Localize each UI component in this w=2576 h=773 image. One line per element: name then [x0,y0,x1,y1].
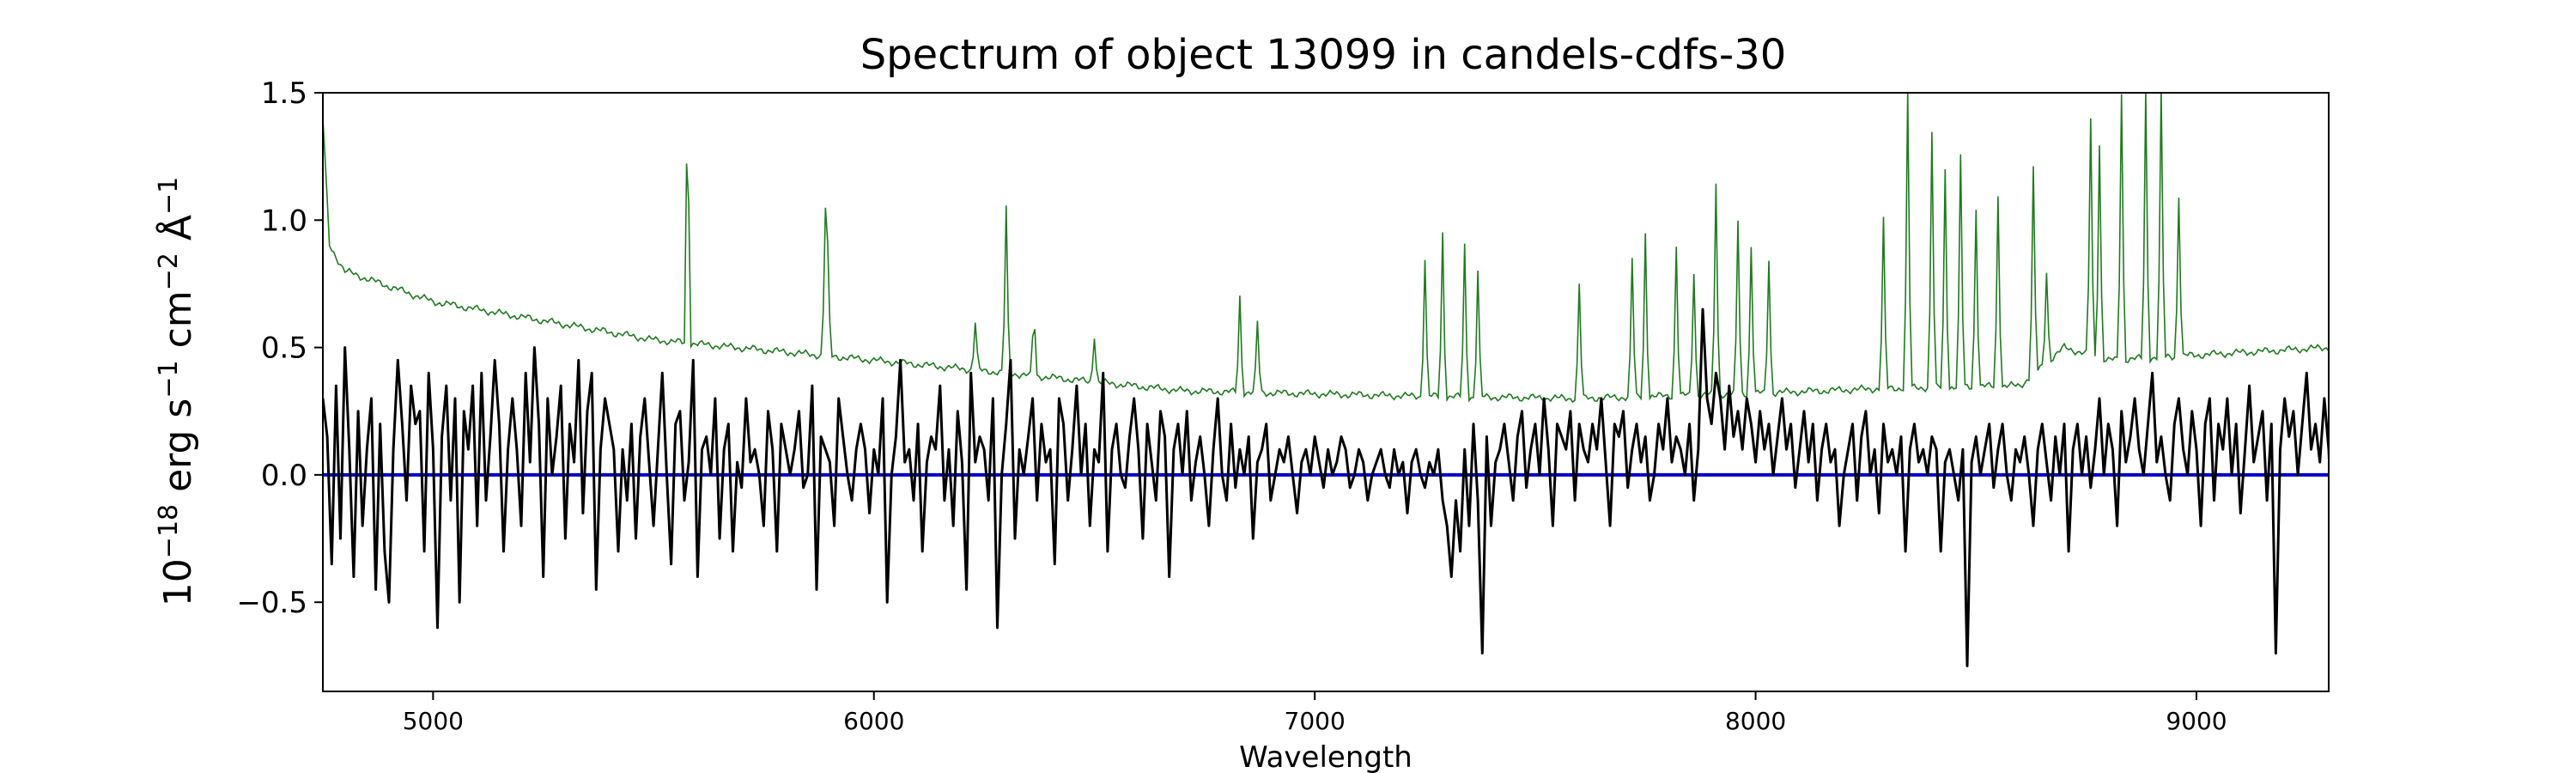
x-tick-label: 7000 [1285,707,1346,735]
y-axis-ticks: −0.5 0.0 0.5 1.0 1.5 [236,76,323,620]
y-axis-label: 10−18 erg s−1 cm−2 Å−1 [154,177,200,606]
chart-title: Spectrum of object 13099 in candels-cdfs… [860,31,1787,79]
x-axis-label: Wavelength [1239,740,1413,773]
plot-frame [322,92,2330,692]
plot-area [323,93,2329,667]
y-tick-label: 0.0 [261,459,307,493]
y-tick-label: 0.5 [261,332,307,366]
x-axis-ticks: 5000 6000 7000 8000 9000 [403,691,2227,735]
y-tick-label: 1.5 [261,76,307,111]
y-tick-label: 1.0 [261,204,307,238]
x-tick-label: 5000 [403,707,464,735]
x-tick-label: 9000 [2166,707,2227,735]
x-tick-label: 8000 [1725,707,1786,735]
y-tick-label: −0.5 [236,586,307,620]
x-tick-label: 6000 [843,707,904,735]
flux-spectrum-line [323,307,2329,667]
error-spectrum-line [323,93,2329,404]
